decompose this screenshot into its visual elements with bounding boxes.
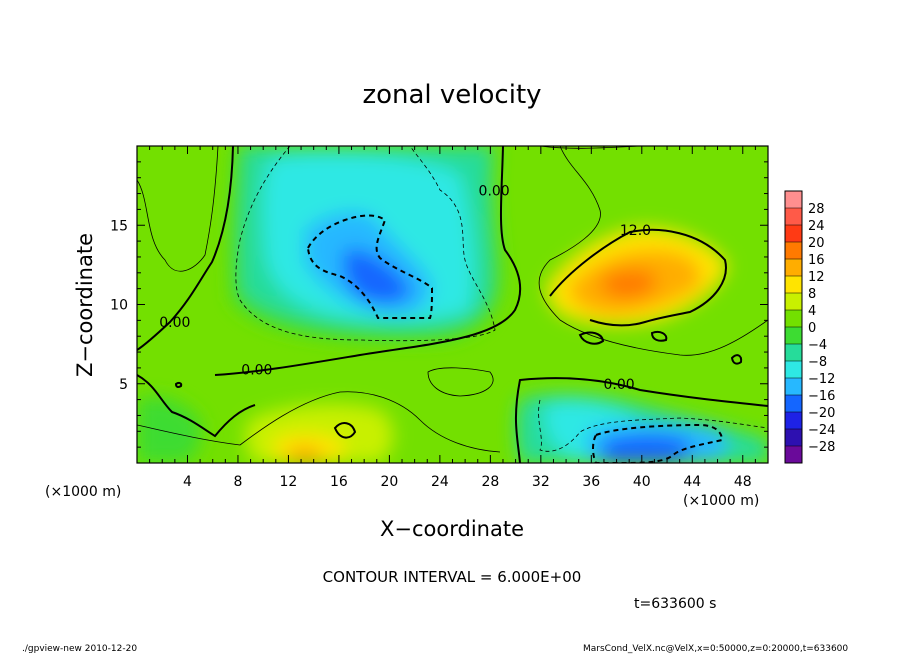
- x-tick-label: 40: [633, 474, 651, 490]
- colorbar-swatch: [785, 242, 802, 260]
- colorbar-swatch: [785, 378, 802, 396]
- contour-labels: 12.0 0.00 0.00 0.00 0.00: [159, 184, 651, 393]
- footer-right: MarsCond_VelX.nc@VelX,x=0:50000,z=0:2000…: [583, 644, 848, 654]
- zero-contour-upper-left: [137, 146, 234, 351]
- colorbar-swatch: [785, 327, 802, 345]
- zero-contour-lower-left: [137, 374, 256, 438]
- plot-area: 12.0 0.00 0.00 0.00 0.00: [137, 146, 768, 463]
- y-tick-label: 10: [110, 298, 128, 314]
- contour-label: 0.00: [241, 363, 272, 379]
- x-scale-label-right: (×1000 m): [683, 493, 759, 509]
- y-tick-label: 5: [119, 377, 128, 393]
- time-label: t=633600 s: [634, 596, 716, 612]
- y-axis-label: Z−coordinate: [73, 233, 97, 377]
- colorbar-swatch: [785, 293, 802, 311]
- colorbar-swatch: [785, 276, 802, 294]
- colorbar-label: −12: [808, 372, 835, 387]
- x-tick-label: 8: [233, 474, 242, 490]
- colorbar-label: 4: [808, 304, 816, 319]
- contour-label: 0.00: [479, 184, 510, 200]
- colorbar-label: 24: [808, 219, 825, 234]
- x-scale-label-left: (×1000 m): [45, 484, 121, 500]
- zero-contour-lower-right: [514, 377, 768, 463]
- x-tick-label: 32: [532, 474, 550, 490]
- field-shading: [137, 146, 768, 463]
- x-axis: 4 8 12 16 20 24 28 32 36 40 44 48: [149, 146, 756, 490]
- footer-left: ./gpview-new 2010-12-20: [22, 644, 137, 654]
- minus-twelve-contour: [306, 214, 434, 319]
- twelve-contour: [549, 228, 727, 327]
- colorbar-label: 0: [808, 321, 816, 336]
- x-axis-label: X−coordinate: [380, 517, 524, 541]
- colorbar-swatch: [785, 259, 802, 277]
- x-tick-label: 12: [280, 474, 298, 490]
- x-tick-label: 44: [683, 474, 701, 490]
- x-tick-label: 20: [380, 474, 398, 490]
- y-tick-label: 15: [110, 218, 128, 234]
- colorbar-label: 8: [808, 287, 816, 302]
- colorbar-swatch: [785, 429, 802, 447]
- x-tick-label: 28: [481, 474, 499, 490]
- colorbar-label: 12: [808, 270, 825, 285]
- contour-lines: [137, 146, 768, 463]
- colorbar-swatch: [785, 191, 802, 209]
- colorbar-swatch: [785, 361, 802, 379]
- x-tick-label: 16: [330, 474, 348, 490]
- contour-label: 0.00: [159, 315, 190, 331]
- colorbar-label: −8: [808, 355, 827, 370]
- x-tick-label: 4: [183, 474, 192, 490]
- chart-title: zonal velocity: [362, 80, 541, 110]
- colorbar-label: 28: [808, 202, 825, 217]
- colorbar-label: 16: [808, 253, 825, 268]
- x-tick-label: 36: [582, 474, 600, 490]
- colorbar-swatch: [785, 208, 802, 226]
- x-tick-label: 24: [431, 474, 449, 490]
- colorbar-label: −4: [808, 338, 827, 353]
- colorbar-label: −28: [808, 440, 835, 455]
- colorbar-label: −16: [808, 389, 835, 404]
- colorbar-swatch: [785, 310, 802, 328]
- colorbar-swatch: [785, 412, 802, 430]
- colorbar-swatch: [785, 225, 802, 243]
- contour-interval: CONTOUR INTERVAL = 6.000E+00: [323, 568, 582, 586]
- y-axis: 5 10 15: [110, 161, 768, 448]
- colorbar: 28 24 20 16 12 8 4 0 −4 −8 −12 −16 −20 −24 −28: [784, 190, 835, 464]
- colorbar-label: −24: [808, 423, 835, 438]
- colorbar-swatch: [785, 344, 802, 362]
- colorbar-swatch: [785, 446, 802, 464]
- colorbar-label: 20: [808, 236, 825, 251]
- colorbar-swatch: [785, 395, 802, 413]
- contour-label: 12.0: [620, 223, 651, 239]
- contour-label: 0.00: [603, 377, 634, 393]
- zero-contour-center: [214, 146, 522, 376]
- x-tick-label: 48: [734, 474, 752, 490]
- colorbar-label: −20: [808, 406, 835, 421]
